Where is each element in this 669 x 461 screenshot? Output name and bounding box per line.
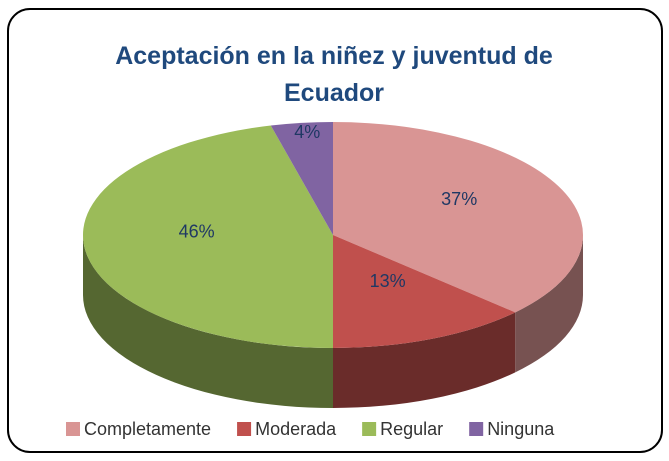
legend-label: Regular — [380, 419, 443, 439]
slice — [82, 125, 334, 348]
slice — [333, 235, 516, 348]
legend-label: Moderada — [255, 419, 337, 439]
legend-label: Completamente — [84, 419, 211, 439]
data-label: 4% — [294, 122, 320, 142]
slice — [333, 122, 583, 313]
slice — [270, 122, 333, 235]
slice-side — [515, 235, 583, 373]
slice-side — [333, 312, 516, 408]
legend-swatch — [469, 422, 484, 436]
legend-swatch — [66, 422, 80, 436]
data-label: 37% — [441, 189, 477, 209]
legend-swatch — [237, 422, 252, 436]
legend-label: Ninguna — [487, 419, 555, 439]
slice-side — [83, 235, 333, 408]
data-label: 46% — [179, 222, 215, 242]
chart-title: Aceptación en la niñez y juventud de Ecu… — [115, 42, 553, 107]
data-label: 13% — [370, 271, 406, 291]
legend-swatch — [362, 422, 377, 436]
